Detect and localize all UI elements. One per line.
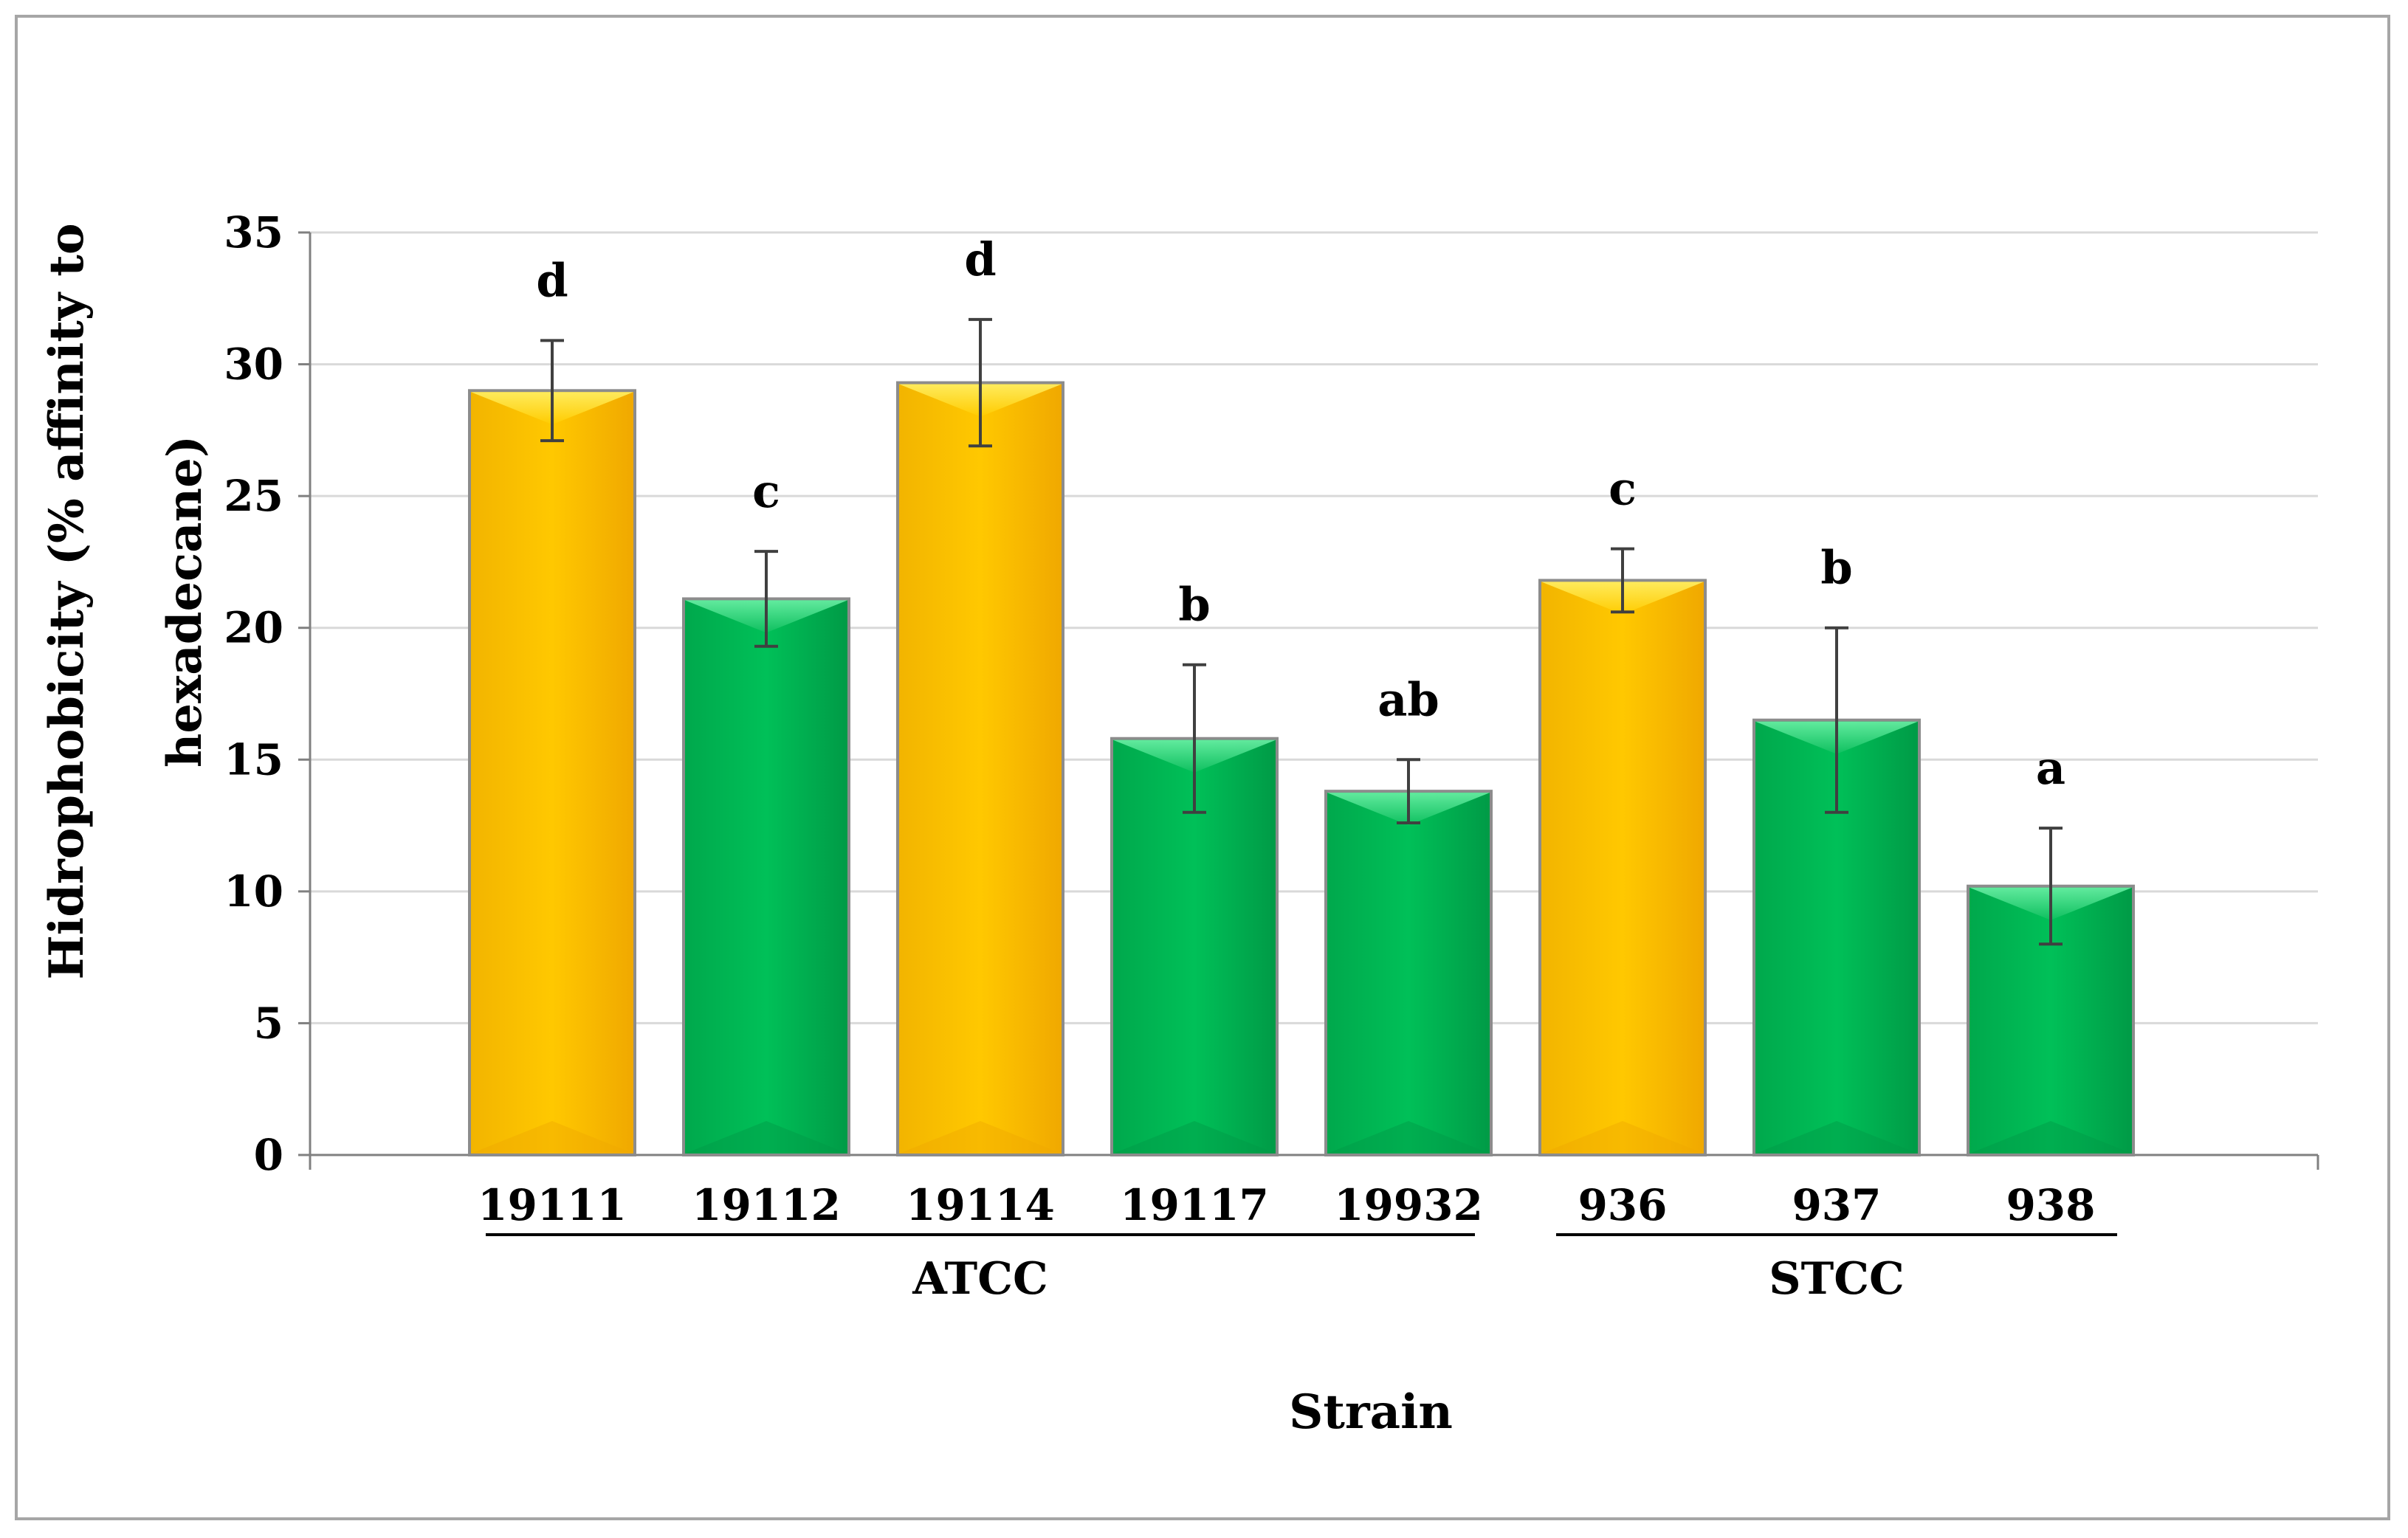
- bar-19932: [1324, 790, 1493, 1156]
- x-tick-label: 19932: [1334, 1180, 1483, 1230]
- error-bar-19112: [754, 550, 778, 648]
- bar-bevel-bottom: [1755, 1121, 1918, 1154]
- error-bar-19117: [1183, 663, 1206, 814]
- y-tick-label: 35: [224, 207, 283, 258]
- y-axis-title-line2: hexadecane): [157, 435, 213, 768]
- y-tick-label: 20: [224, 603, 283, 653]
- bar-19114: [896, 381, 1064, 1156]
- bar-936: [1538, 579, 1707, 1156]
- significance-label: a: [2036, 741, 2065, 795]
- bar-bevel-bottom: [1541, 1121, 1704, 1154]
- bar-bevel-bottom: [471, 1121, 633, 1154]
- x-tick-label: 19117: [1120, 1180, 1269, 1230]
- bar-bevel-bottom: [1327, 1121, 1490, 1154]
- y-tick-label: 25: [224, 471, 283, 521]
- x-axis-title: Strain: [1289, 1384, 1453, 1440]
- significance-label: c: [1609, 462, 1637, 516]
- bar-bevel-bottom: [1113, 1121, 1276, 1154]
- y-tick-label: 10: [224, 866, 283, 917]
- x-tick-label: 936: [1578, 1180, 1667, 1230]
- x-tick-label: 19111: [478, 1180, 627, 1230]
- bar-body: [1324, 790, 1493, 1156]
- error-bar-936: [1611, 547, 1634, 614]
- bar-19111: [468, 389, 636, 1156]
- significance-label: d: [536, 253, 568, 307]
- significance-label: ab: [1377, 672, 1439, 726]
- group-label-atcc: ATCC: [912, 1253, 1048, 1305]
- bar-body: [896, 381, 1064, 1156]
- y-tick-label: 30: [224, 339, 283, 390]
- x-tick-label: 937: [1792, 1180, 1881, 1230]
- y-tick-label: 0: [254, 1130, 283, 1180]
- bar-body: [682, 597, 850, 1156]
- error-bar-937: [1825, 626, 1848, 814]
- significance-label: c: [752, 464, 780, 518]
- error-bar-19932: [1397, 758, 1420, 824]
- significance-label: b: [1178, 578, 1210, 632]
- bar-bevel-bottom: [685, 1121, 847, 1154]
- labels: 05101520253035d19111c19112d19114b19117ab…: [224, 207, 2095, 1305]
- bar-bevel-bottom: [1970, 1121, 2132, 1154]
- error-bar-938: [2039, 827, 2063, 946]
- bar-body: [468, 389, 636, 1156]
- significance-label: d: [964, 232, 996, 286]
- error-bar-19111: [540, 339, 564, 443]
- bar-bevel-bottom: [899, 1121, 1062, 1154]
- error-bars: [540, 317, 2063, 946]
- x-tick-label: 938: [2006, 1180, 2095, 1230]
- bars: [468, 381, 2135, 1156]
- y-tick-label: 15: [224, 734, 283, 784]
- x-tick-label: 19114: [906, 1180, 1055, 1230]
- y-axis-title-line1: Hidrophobicity (% affinity to: [39, 223, 94, 979]
- significance-label: b: [1820, 541, 1852, 595]
- bar-19112: [682, 597, 850, 1156]
- error-bar-19114: [969, 317, 992, 448]
- bar-body: [1538, 579, 1707, 1156]
- x-tick-label: 19112: [692, 1180, 841, 1230]
- group-label-stcc: STCC: [1769, 1253, 1905, 1305]
- y-tick-label: 5: [254, 998, 283, 1048]
